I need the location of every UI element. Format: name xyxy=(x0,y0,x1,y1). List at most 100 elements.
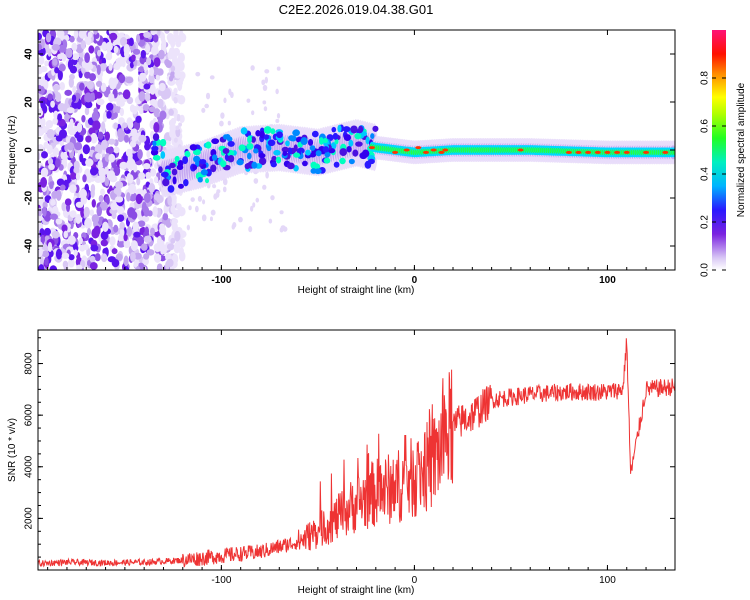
heatmap-cell xyxy=(130,240,139,251)
heatmap-cell xyxy=(52,147,59,156)
snr-xtick-label: 0 xyxy=(412,575,418,586)
heatmap-cell xyxy=(69,35,75,43)
heatmap-cell xyxy=(179,114,185,124)
heatmap-cell xyxy=(346,145,352,153)
heatmap-cell xyxy=(104,131,110,141)
heatmap-cell xyxy=(153,252,162,263)
heatmap-cell xyxy=(66,107,75,114)
heatmap-cell xyxy=(146,150,151,159)
heatmap-cell xyxy=(263,126,272,134)
heatmap-cell xyxy=(58,63,66,72)
heatmap-cell xyxy=(331,126,337,133)
heatmap-cell xyxy=(171,218,177,230)
snr-xlabel: Height of straight line (km) xyxy=(298,585,415,596)
heatmap-cell xyxy=(281,146,289,153)
heatmap-cell xyxy=(266,145,272,152)
heatmap-cell xyxy=(53,37,62,47)
heatmap-cell xyxy=(200,169,208,176)
heatmap-cell xyxy=(56,178,65,187)
heatmap-cell xyxy=(99,63,108,72)
heatmap-cell xyxy=(81,114,86,123)
heatmap-cell xyxy=(165,261,170,270)
heatmap-cell xyxy=(246,142,254,150)
heatmap-cell xyxy=(175,125,180,131)
heatmap-cell xyxy=(358,125,364,133)
heatmap-cell xyxy=(56,30,65,38)
heatmap-cell xyxy=(307,139,314,146)
heatmap-cell xyxy=(84,101,93,109)
heatmap-cell xyxy=(87,31,93,39)
heatmap-cell xyxy=(126,192,131,202)
heatmap-cell xyxy=(262,84,268,92)
heatmap-cell xyxy=(40,234,45,245)
heatmap-cell xyxy=(38,109,44,118)
heatmap-cell xyxy=(159,138,167,147)
heatmap-cell xyxy=(47,242,53,253)
heatmap-cell xyxy=(159,110,167,120)
heatmap-cell xyxy=(132,105,138,115)
heatmap-cell xyxy=(109,236,116,246)
heatmap-cell xyxy=(136,177,141,186)
heatmap-cell xyxy=(101,121,106,133)
colorbar-tick-label: 0.0 xyxy=(700,263,711,277)
heatmap-cell xyxy=(258,157,267,166)
heatmap-cell xyxy=(166,33,175,42)
heatmap-cell xyxy=(100,239,108,247)
heatmap-cell xyxy=(137,220,146,228)
heatmap-cell xyxy=(44,256,49,266)
heatmap-cell xyxy=(144,142,151,151)
heatmap-cell xyxy=(173,137,178,143)
heatmap-cell xyxy=(86,80,94,90)
snr-ytick-label: 8000 xyxy=(24,352,35,375)
heatmap-cell xyxy=(61,224,68,233)
heatmap-cell xyxy=(51,190,59,199)
heatmap-cell xyxy=(101,57,107,65)
heatmap-cell xyxy=(98,175,106,183)
heatmap-cell xyxy=(192,164,198,171)
heatmap-cell xyxy=(293,144,298,152)
heatmap-cell xyxy=(339,157,346,165)
heatmap-cell xyxy=(279,210,284,215)
heatmap-cell xyxy=(250,65,255,71)
heatmap-cell xyxy=(38,43,43,51)
heatmap-cell xyxy=(91,199,96,208)
heatmap-cell xyxy=(348,158,355,165)
heatmap-cell xyxy=(113,224,119,233)
heatmap-cell xyxy=(67,258,75,268)
heatmap-cell xyxy=(286,162,295,170)
heatmap-cell xyxy=(137,66,145,73)
heatmap-xlabel: Height of straight line (km) xyxy=(298,285,415,296)
heatmap-cell xyxy=(210,209,216,216)
heatmap-cell xyxy=(113,122,118,130)
heatmap-cell xyxy=(337,124,342,133)
heatmap-cell xyxy=(116,98,122,107)
heatmap-cell xyxy=(79,82,85,91)
heatmap-cell xyxy=(59,82,66,91)
heatmap-cell xyxy=(72,85,77,94)
heatmap-cell xyxy=(68,128,76,136)
heatmap-cell xyxy=(49,265,58,270)
heatmap-cell xyxy=(64,89,73,96)
heatmap-cell xyxy=(100,253,108,263)
heatmap-cell xyxy=(258,153,266,159)
heatmap-cell xyxy=(129,140,137,148)
heatmap-cell xyxy=(115,253,123,261)
snr-ytick-label: 2000 xyxy=(24,507,35,530)
heatmap-cell xyxy=(117,128,124,139)
heatmap-cell xyxy=(160,171,169,178)
snr-ylabel: SNR (10 * v/v) xyxy=(7,418,18,482)
heatmap-cell xyxy=(89,262,98,270)
heatmap-cell xyxy=(332,132,339,140)
heatmap-cell xyxy=(194,205,199,213)
heatmap-cell xyxy=(111,258,120,268)
heatmap-cell xyxy=(102,111,108,123)
heatmap-cell xyxy=(177,183,184,189)
heatmap-cell xyxy=(67,235,76,245)
heatmap-cell xyxy=(150,30,158,36)
heatmap-cell xyxy=(84,217,92,229)
heatmap-cell xyxy=(83,206,90,218)
heatmap-cell xyxy=(238,144,246,152)
heatmap-cell xyxy=(263,134,270,140)
heatmap-cell xyxy=(49,181,54,190)
heatmap-cell xyxy=(75,172,81,181)
